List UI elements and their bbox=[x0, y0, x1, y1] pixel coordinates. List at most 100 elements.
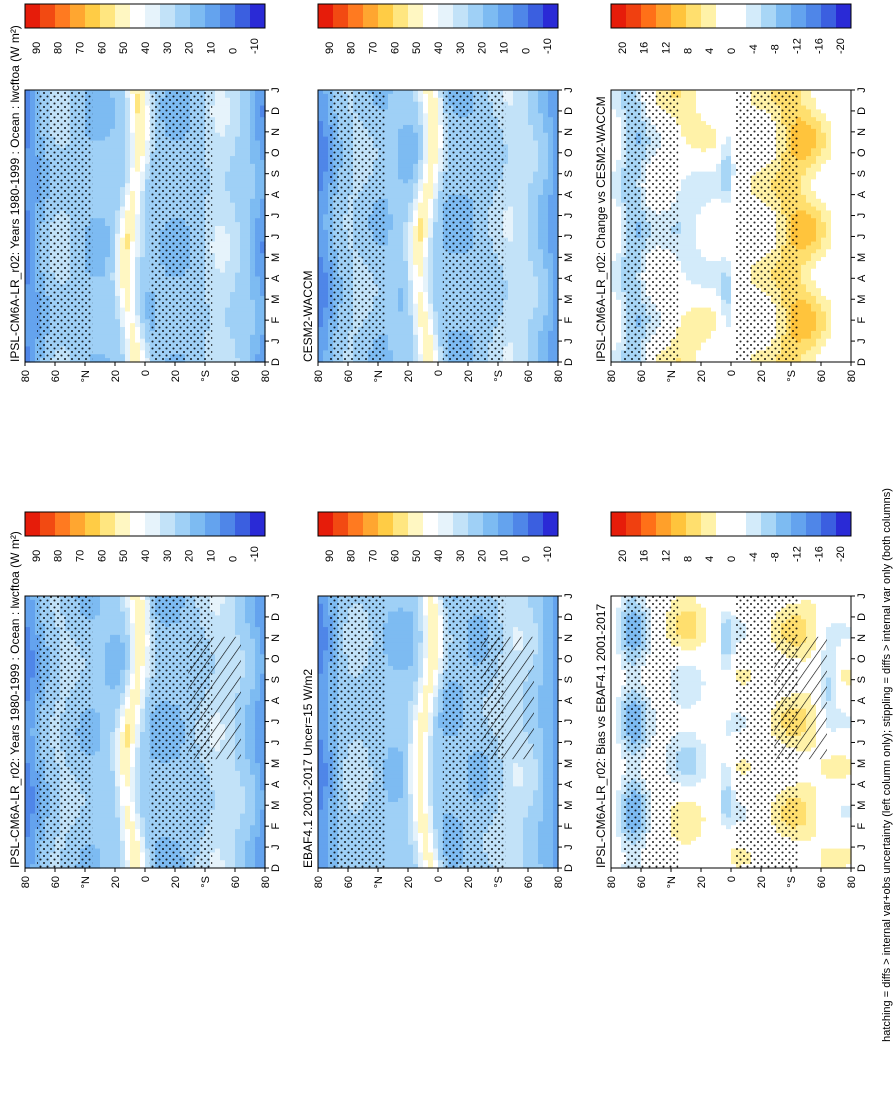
heatmap-cell bbox=[135, 720, 141, 725]
heatmap-cell bbox=[140, 630, 146, 636]
heatmap-cell bbox=[105, 307, 111, 313]
heatmap-cell bbox=[125, 280, 131, 285]
heatmap-cell bbox=[220, 630, 226, 636]
heatmap-cell bbox=[230, 844, 236, 850]
heatmap-cell bbox=[120, 689, 126, 694]
heatmap-cell bbox=[135, 747, 141, 753]
heatmap-cell bbox=[125, 833, 131, 838]
heatmap-cell bbox=[25, 144, 31, 149]
heatmap-cell bbox=[100, 833, 106, 838]
heatmap-cell bbox=[245, 833, 251, 838]
heatmap-cell bbox=[25, 218, 31, 223]
heatmap-cell bbox=[115, 311, 121, 316]
heatmap-cell bbox=[100, 194, 106, 200]
heatmap-cell bbox=[245, 728, 251, 733]
heatmap-cell bbox=[245, 638, 251, 644]
heatmap-cell bbox=[125, 338, 131, 344]
heatmap-cell bbox=[95, 113, 101, 118]
heatmap-cell bbox=[145, 673, 151, 679]
heatmap-cell bbox=[105, 615, 111, 620]
heatmap-cell bbox=[250, 708, 256, 714]
heatmap-cell bbox=[110, 763, 116, 768]
lat-tick-label: 20 bbox=[110, 876, 122, 888]
heatmap-cell bbox=[225, 770, 231, 776]
heatmap-cell bbox=[115, 354, 121, 359]
heatmap-cell bbox=[140, 735, 146, 741]
heatmap-cell bbox=[140, 817, 146, 822]
heatmap-cell bbox=[90, 689, 96, 694]
heatmap-cell bbox=[120, 183, 126, 188]
heatmap-cell bbox=[95, 148, 101, 153]
heatmap-cell bbox=[30, 121, 36, 126]
heatmap-cell bbox=[90, 646, 96, 651]
heatmap-cell bbox=[120, 334, 126, 340]
heatmap-cell bbox=[30, 198, 36, 204]
heatmap-cell bbox=[120, 128, 126, 134]
heatmap-cell bbox=[215, 619, 221, 624]
heatmap-cell bbox=[30, 630, 36, 636]
heatmap-cell bbox=[115, 105, 121, 111]
heatmap-cell bbox=[90, 596, 96, 601]
heatmap-cell bbox=[125, 697, 131, 702]
heatmap-cell bbox=[125, 233, 131, 239]
heatmap-cell bbox=[125, 342, 131, 348]
heatmap-cell bbox=[250, 662, 256, 667]
heatmap-cell bbox=[135, 790, 141, 795]
heatmap-cell bbox=[250, 755, 256, 760]
heatmap-cell bbox=[115, 634, 121, 640]
heatmap-cell bbox=[30, 611, 36, 617]
heatmap-cell bbox=[115, 840, 121, 846]
heatmap-cell bbox=[95, 798, 101, 803]
heatmap-cell bbox=[110, 187, 116, 192]
heatmap-cell bbox=[110, 848, 116, 854]
heatmap-cell bbox=[235, 813, 241, 819]
heatmap-cell bbox=[130, 299, 136, 305]
heatmap-cell bbox=[105, 743, 111, 749]
heatmap-cell bbox=[95, 642, 101, 648]
heatmap-cell bbox=[100, 596, 106, 601]
heatmap-cell bbox=[100, 798, 106, 803]
heatmap-cell bbox=[25, 105, 31, 111]
heatmap-cell bbox=[105, 299, 111, 305]
heatmap-cell bbox=[110, 327, 116, 332]
heatmap-cell bbox=[140, 813, 146, 819]
heatmap-cell bbox=[25, 249, 31, 254]
heatmap-cell bbox=[105, 603, 111, 609]
heatmap-cell bbox=[115, 218, 121, 223]
heatmap-cell bbox=[30, 805, 36, 811]
heatmap-cell bbox=[230, 813, 236, 819]
heatmap-cell bbox=[105, 101, 111, 107]
heatmap-cell bbox=[25, 856, 31, 861]
heatmap-cell bbox=[240, 596, 246, 601]
heatmap-cell bbox=[145, 728, 151, 733]
heatmap-cell bbox=[105, 90, 111, 95]
heatmap-cell bbox=[135, 599, 141, 605]
heatmap-cell bbox=[130, 646, 136, 651]
heatmap-cell bbox=[130, 249, 136, 254]
heatmap-cell bbox=[115, 763, 121, 768]
heatmap-cell bbox=[120, 778, 126, 784]
heatmap-cell bbox=[235, 759, 241, 764]
heatmap-cell bbox=[25, 825, 31, 830]
heatmap-cell bbox=[120, 148, 126, 153]
heatmap-cell bbox=[130, 159, 136, 165]
heatmap-cell bbox=[120, 665, 126, 671]
heatmap-cell bbox=[25, 330, 31, 336]
heatmap-cell bbox=[130, 603, 136, 609]
heatmap-cell bbox=[105, 735, 111, 741]
heatmap-cell bbox=[210, 615, 216, 620]
heatmap-cell bbox=[100, 805, 106, 811]
heatmap-cell bbox=[30, 152, 36, 157]
heatmap-cell bbox=[105, 319, 111, 324]
heatmap-cell bbox=[215, 599, 221, 605]
heatmap-cell bbox=[125, 152, 131, 157]
heatmap-cell bbox=[120, 327, 126, 332]
heatmap-cell bbox=[120, 809, 126, 815]
heatmap-cell bbox=[25, 292, 31, 297]
heatmap-cell bbox=[95, 607, 101, 613]
heatmap-cell bbox=[115, 681, 121, 686]
heatmap-cell bbox=[25, 245, 31, 250]
heatmap-cell bbox=[135, 743, 141, 749]
heatmap-cell bbox=[115, 187, 121, 192]
heatmap-cell bbox=[140, 782, 146, 787]
